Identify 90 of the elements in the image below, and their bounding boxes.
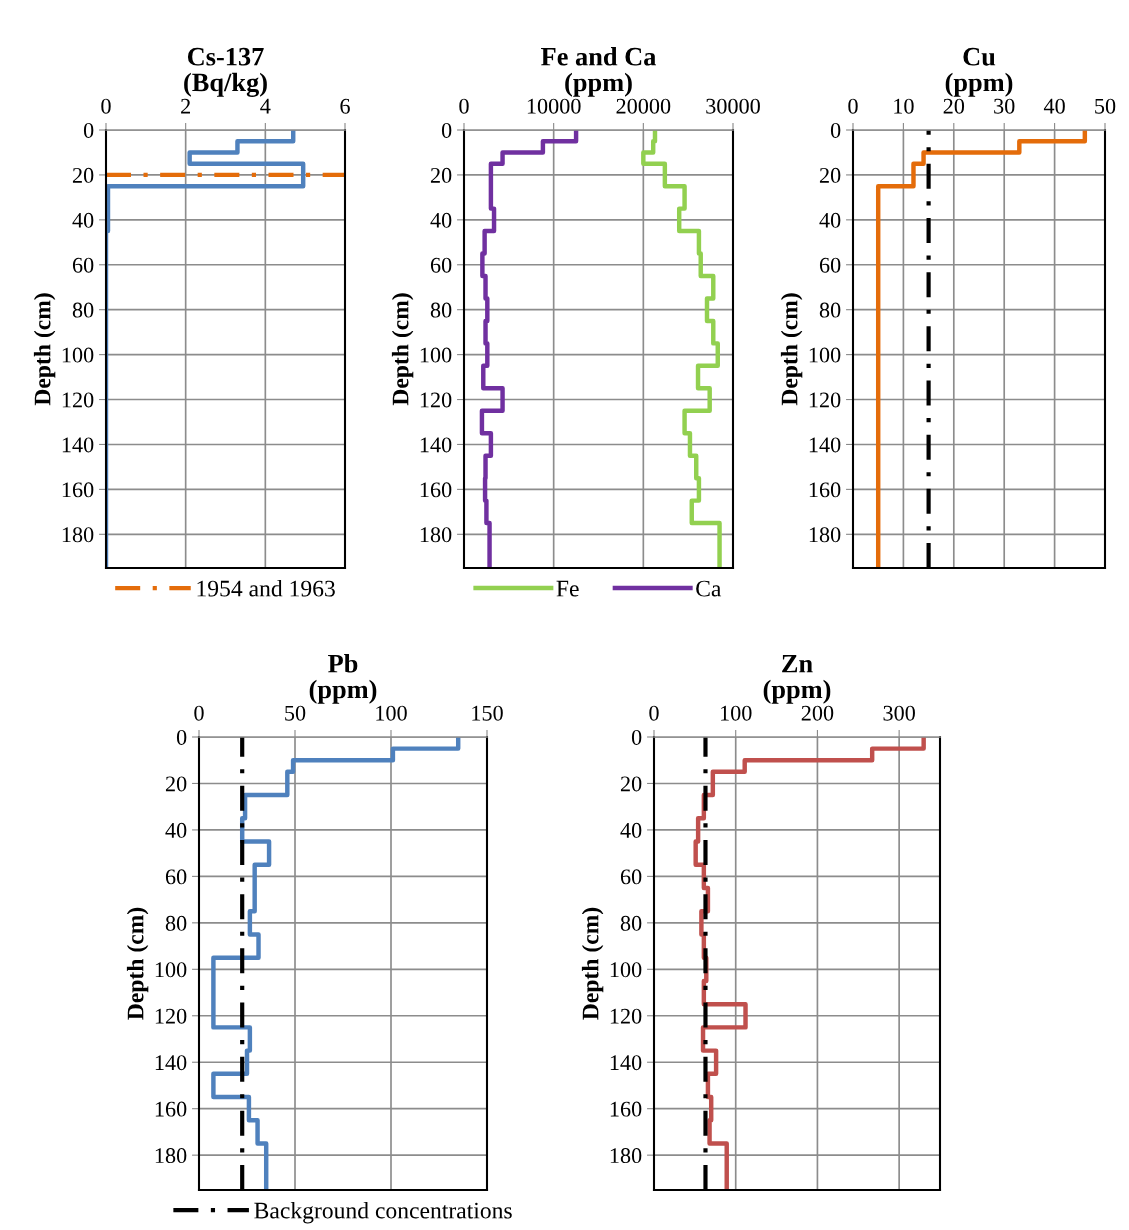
y-axis-title: Depth (cm) xyxy=(126,907,149,1020)
x-tick-label: 200 xyxy=(801,705,834,721)
y-tick-label: 20 xyxy=(165,776,187,792)
y-tick-label: 60 xyxy=(430,257,452,273)
y-tick-label: 120 xyxy=(610,1008,642,1024)
chart-title: Cu (ppm) xyxy=(945,47,1013,97)
x-tick-label: 50 xyxy=(285,705,306,721)
y-tick-label: 60 xyxy=(72,257,94,273)
line-series xyxy=(211,737,461,1190)
y-tick-label: 40 xyxy=(72,212,94,228)
y-tick-label: 140 xyxy=(809,437,841,453)
x-tick-label: 20 xyxy=(943,98,965,114)
y-tick-label: 140 xyxy=(420,437,452,453)
y-tick-label: 140 xyxy=(610,1055,642,1071)
x-tick-label: 0 xyxy=(101,98,111,114)
y-tick-label: 160 xyxy=(809,482,841,498)
y-tick-label: 100 xyxy=(809,347,841,363)
y-tick-label: 0 xyxy=(83,122,94,138)
x-tick-label: 0 xyxy=(459,98,469,114)
y-tick-label: 60 xyxy=(819,257,841,273)
y-tick-label: 40 xyxy=(620,822,642,838)
y-tick-label: 80 xyxy=(819,302,841,318)
y-axis-title: Depth (cm) xyxy=(581,907,604,1020)
y-tick-label: 100 xyxy=(62,347,94,363)
y-tick-label: 100 xyxy=(155,962,187,978)
y-tick-label: 160 xyxy=(610,1101,642,1117)
y-axis-title: Depth (cm) xyxy=(391,293,414,406)
y-tick-label: 0 xyxy=(830,122,841,138)
y-tick-label: 80 xyxy=(430,302,452,318)
x-tick-label: 2 xyxy=(181,98,190,114)
y-tick-label: 100 xyxy=(420,347,452,363)
x-tick-label: 30000 xyxy=(706,98,760,114)
y-tick-label: 20 xyxy=(72,167,94,183)
x-tick-label: 10000 xyxy=(527,98,581,114)
y-tick-label: 120 xyxy=(62,392,94,408)
x-tick-label: 150 xyxy=(472,705,503,721)
legend-label: Ca xyxy=(696,580,722,597)
y-tick-label: 180 xyxy=(155,1148,187,1164)
x-tick-label: 40 xyxy=(1043,98,1065,114)
legend-label: Fe xyxy=(556,580,579,597)
x-tick-label: 0 xyxy=(649,705,659,721)
chart-title: Pb (ppm) xyxy=(309,654,377,704)
y-tick-label: 0 xyxy=(441,122,452,138)
chart-title: Cs-137 (Bq/kg) xyxy=(184,47,267,97)
y-tick-label: 60 xyxy=(165,869,187,885)
y-tick-label: 20 xyxy=(430,167,452,183)
x-tick-label: 100 xyxy=(376,705,407,721)
y-tick-label: 180 xyxy=(809,527,841,543)
y-tick-label: 140 xyxy=(155,1055,187,1071)
x-tick-label: 4 xyxy=(260,98,271,114)
y-tick-label: 120 xyxy=(809,392,841,408)
chart-title: Zn (ppm) xyxy=(763,655,831,704)
y-tick-label: 40 xyxy=(430,212,452,228)
line-series xyxy=(875,130,1088,568)
line-series xyxy=(641,130,722,568)
y-tick-label: 60 xyxy=(620,869,642,885)
x-tick-label: 10 xyxy=(894,98,914,114)
y-tick-label: 80 xyxy=(620,915,642,931)
x-tick-label: 100 xyxy=(721,705,752,721)
y-tick-label: 180 xyxy=(62,527,94,543)
y-tick-label: 180 xyxy=(420,527,452,543)
x-tick-label: 0 xyxy=(194,705,204,721)
y-tick-label: 0 xyxy=(631,729,642,745)
y-tick-label: 40 xyxy=(819,212,841,228)
y-tick-label: 120 xyxy=(155,1008,187,1024)
y-tick-label: 20 xyxy=(819,167,841,183)
x-tick-label: 300 xyxy=(883,705,915,721)
y-tick-label: 20 xyxy=(620,776,642,792)
x-tick-label: 30 xyxy=(994,98,1015,114)
y-tick-label: 160 xyxy=(62,482,94,498)
y-tick-label: 180 xyxy=(610,1148,642,1164)
y-tick-label: 160 xyxy=(155,1101,187,1117)
y-axis-title: Depth (cm) xyxy=(33,293,56,406)
line-series xyxy=(479,130,579,568)
y-tick-label: 160 xyxy=(420,482,452,498)
y-tick-label: 40 xyxy=(165,822,187,838)
y-tick-label: 120 xyxy=(420,392,452,408)
legend-label: Background concentrations xyxy=(254,1201,512,1224)
y-axis-title: Depth (cm) xyxy=(780,293,803,406)
y-tick-label: 80 xyxy=(72,302,94,318)
x-tick-label: 6 xyxy=(340,98,350,114)
chart-title: Fe and Ca (ppm) xyxy=(541,47,657,97)
y-tick-label: 80 xyxy=(165,915,187,931)
x-tick-label: 20000 xyxy=(616,98,671,114)
legend-label: 1954 and 1963 xyxy=(197,579,335,597)
y-tick-label: 0 xyxy=(176,729,187,745)
y-tick-label: 100 xyxy=(610,962,642,978)
x-tick-label: 0 xyxy=(848,98,858,114)
x-tick-label: 50 xyxy=(1095,98,1116,114)
y-tick-label: 140 xyxy=(62,437,94,453)
